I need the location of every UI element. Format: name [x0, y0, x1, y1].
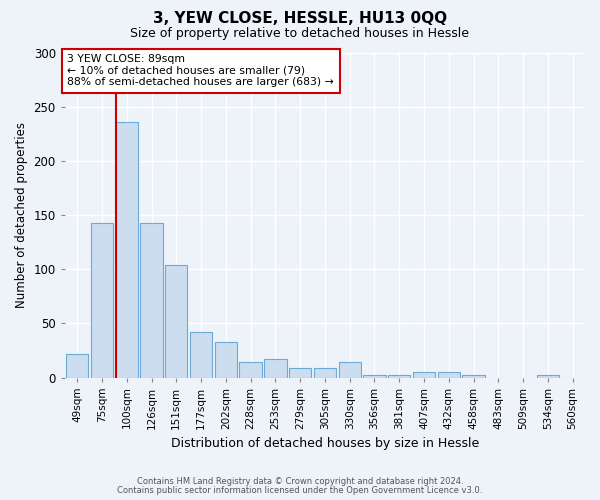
Text: Contains HM Land Registry data © Crown copyright and database right 2024.: Contains HM Land Registry data © Crown c… — [137, 477, 463, 486]
Bar — [140, 222, 163, 378]
Bar — [66, 354, 88, 378]
Bar — [437, 372, 460, 378]
Bar — [338, 362, 361, 378]
Bar — [364, 376, 386, 378]
Bar — [388, 376, 410, 378]
Bar — [91, 222, 113, 378]
Bar — [314, 368, 336, 378]
Bar — [165, 265, 187, 378]
Bar — [536, 376, 559, 378]
Bar — [264, 359, 287, 378]
Bar — [463, 376, 485, 378]
Y-axis label: Number of detached properties: Number of detached properties — [15, 122, 28, 308]
Text: 3 YEW CLOSE: 89sqm
← 10% of detached houses are smaller (79)
88% of semi-detache: 3 YEW CLOSE: 89sqm ← 10% of detached hou… — [67, 54, 334, 88]
Bar — [413, 372, 435, 378]
Text: Size of property relative to detached houses in Hessle: Size of property relative to detached ho… — [131, 28, 470, 40]
Text: 3, YEW CLOSE, HESSLE, HU13 0QQ: 3, YEW CLOSE, HESSLE, HU13 0QQ — [153, 11, 447, 26]
Bar — [215, 342, 237, 378]
Bar — [116, 122, 138, 378]
Bar — [289, 368, 311, 378]
Bar — [239, 362, 262, 378]
Bar — [190, 332, 212, 378]
Text: Contains public sector information licensed under the Open Government Licence v3: Contains public sector information licen… — [118, 486, 482, 495]
X-axis label: Distribution of detached houses by size in Hessle: Distribution of detached houses by size … — [171, 437, 479, 450]
